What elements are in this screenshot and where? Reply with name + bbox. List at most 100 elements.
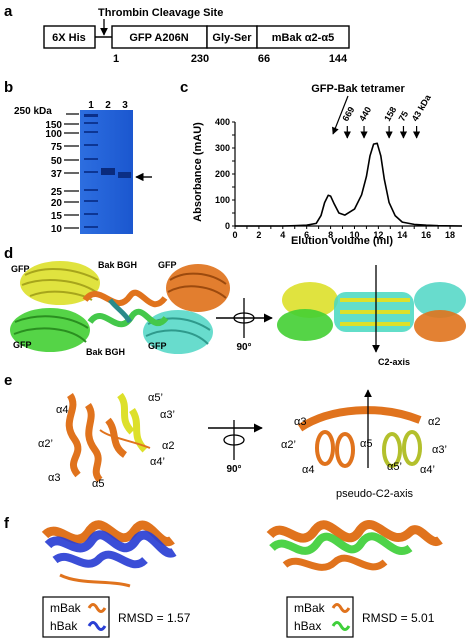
e-right-labels: α3 α2 α2’ α5 α3’ α4 α5’ α4’ pseudo-C2-ax… xyxy=(281,416,447,500)
panel-label-f: f xyxy=(4,515,10,532)
lane-3: 3 xyxy=(122,100,128,111)
pseudo-c2-label: pseudo-C2-axis xyxy=(336,488,414,500)
standard-label: 43 kDa xyxy=(410,92,434,123)
e-left-a2p: α2’ xyxy=(38,438,53,450)
e-right-a3: α3 xyxy=(294,416,306,428)
gel-band-lane2 xyxy=(101,168,115,175)
x-tick-label: 18 xyxy=(445,230,455,240)
legend-f-right: mBak hBax xyxy=(286,596,354,638)
label-bakbgh-top: Bak BGH xyxy=(98,260,137,270)
legend-swatch-orange xyxy=(87,603,107,613)
gel-marker-label: 25 xyxy=(51,187,63,198)
legend-swatch-blue xyxy=(87,621,107,631)
e-right-a2: α2 xyxy=(428,416,440,428)
legend-left-mbak: mBak xyxy=(50,601,82,615)
structure-d-right: C2-axis xyxy=(277,265,466,367)
num-1: 1 xyxy=(113,53,119,65)
e-right-a4p: α4’ xyxy=(420,464,435,476)
c2-axis-label: C2-axis xyxy=(378,357,410,367)
label-gfp-1: GFP xyxy=(11,264,30,274)
rotation-icon-d: 90° xyxy=(216,298,273,353)
rmsd-left: RMSD = 1.57 xyxy=(118,611,191,625)
panel-label-c: c xyxy=(180,79,188,96)
num-230: 230 xyxy=(191,53,209,65)
x-tick-label: 2 xyxy=(256,230,261,240)
rotation-d-label: 90° xyxy=(236,342,251,353)
standard-label: 158 xyxy=(382,105,398,123)
segment-mbak: mBak α2-α5 xyxy=(272,32,334,44)
gel-bands xyxy=(84,114,131,228)
label-bakbgh-bottom: Bak BGH xyxy=(86,347,125,357)
gfp-barrel-green xyxy=(10,308,90,352)
gel-marker-label: 20 xyxy=(51,198,63,209)
legend-right-mbak: mBak xyxy=(294,601,326,615)
gfp-barrel-yellow xyxy=(20,261,100,305)
legend-right-hbax: hBax xyxy=(294,619,321,633)
label-gfp-4: GFP xyxy=(148,341,167,351)
x-tick-label: 14 xyxy=(397,230,407,240)
panel-label-e: e xyxy=(4,372,12,389)
label-gfp-2: GFP xyxy=(158,260,177,270)
segment-gfp: GFP A206N xyxy=(129,32,188,44)
x-tick-label: 10 xyxy=(349,230,359,240)
e-left-a4: α4 xyxy=(56,404,68,416)
tetramer-arrow xyxy=(332,95,349,135)
panel-label-b: b xyxy=(4,79,13,96)
gel-kda-label: 250 kDa xyxy=(14,106,52,117)
segment-glyser: Gly-Ser xyxy=(212,32,252,44)
legend-f-left: mBak hBak xyxy=(42,596,110,638)
gel-marker-label: 37 xyxy=(51,169,63,180)
num-66: 66 xyxy=(258,53,270,65)
e-right-a5: α5 xyxy=(360,438,372,450)
panel-label-a: a xyxy=(4,3,13,20)
bak-helix-bundle xyxy=(82,289,169,328)
e-left-a2: α2 xyxy=(162,440,174,452)
e-left-a5: α5 xyxy=(92,478,104,490)
gel-marker-label: 150 xyxy=(45,120,62,131)
y-tick-label: 300 xyxy=(215,143,230,153)
x-tick-label: 16 xyxy=(421,230,431,240)
x-tick-label: 4 xyxy=(280,230,285,240)
y-tick-label: 400 xyxy=(215,117,230,127)
legend-swatch-green xyxy=(331,621,351,631)
elution-trace xyxy=(235,142,463,227)
y-tick-label: 0 xyxy=(225,221,230,231)
e-left-a4p: α4’ xyxy=(150,456,165,468)
lane-1: 1 xyxy=(88,100,94,111)
chart-ylabel: Absorbance (mAU) xyxy=(192,122,204,222)
num-144: 144 xyxy=(329,53,348,65)
gel-marker-label: 50 xyxy=(51,156,63,167)
chart-title: GFP-Bak tetramer xyxy=(311,83,405,95)
structure-e-right xyxy=(297,389,422,468)
e-left-a3: α3 xyxy=(48,472,60,484)
e-right-a3p: α3’ xyxy=(432,444,447,456)
segment-his: 6X His xyxy=(52,32,86,44)
structure-e-left xyxy=(65,392,151,483)
structure-d-left: GFP Bak BGH GFP GFP Bak BGH GFP xyxy=(10,260,230,357)
x-tick-label: 6 xyxy=(304,230,309,240)
x-tick-label: 12 xyxy=(373,230,383,240)
legend-swatch-orange-2 xyxy=(331,603,351,613)
structure-f-left xyxy=(41,520,177,588)
construct-diagram: 6X His GFP A206N Gly-Ser mBak α2-α5 1 23… xyxy=(43,25,350,65)
e-left-labels: α4 α5’ α3’ α2’ α2 α4’ α3 α5 xyxy=(38,392,175,490)
structure-f-right xyxy=(266,520,443,571)
legend-left-hbak: hBak xyxy=(50,619,78,633)
standard-label: 75 xyxy=(397,109,411,123)
rmsd-right: RMSD = 5.01 xyxy=(362,611,435,625)
y-tick-label: 200 xyxy=(215,169,230,179)
panel-label-d: d xyxy=(4,245,13,262)
gel-marker-label: 15 xyxy=(51,211,63,222)
e-left-a3p: α3’ xyxy=(160,409,175,421)
e-right-a5p: α5’ xyxy=(387,461,402,473)
gel-band-lane3 xyxy=(118,172,131,178)
x-tick-label: 8 xyxy=(328,230,333,240)
thrombin-label: Thrombin Cleavage Site xyxy=(98,7,223,19)
gel-marker-label: 100 xyxy=(45,129,62,140)
label-gfp-3: GFP xyxy=(13,340,32,350)
gfp-barrel-orange xyxy=(166,264,230,312)
